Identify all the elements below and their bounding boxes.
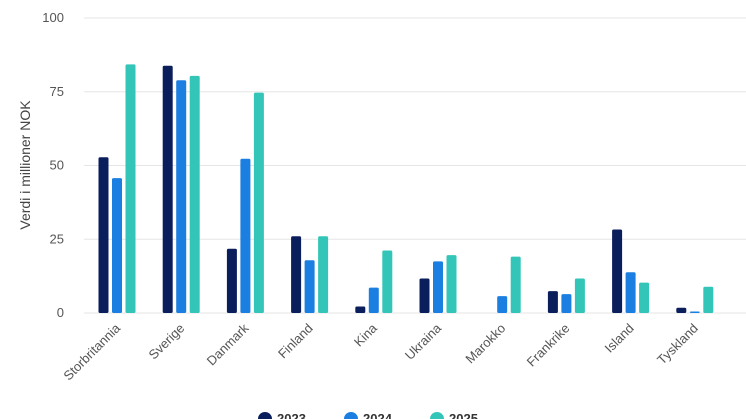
bar-2023-kina[interactable] (355, 306, 366, 313)
bar-2023-ukraina[interactable] (419, 278, 430, 313)
bar-2023-island[interactable] (612, 229, 623, 313)
bar-2025-ukraina[interactable] (446, 255, 457, 313)
bar-2023-storbritannia[interactable] (98, 157, 109, 313)
bar-2023-frankrike[interactable] (547, 291, 558, 313)
x-tick-label: Sverige (146, 321, 188, 363)
y-tick-label: 75 (50, 84, 64, 99)
x-tick-label: Kina (351, 320, 381, 350)
bar-2024-island[interactable] (625, 272, 636, 313)
y-tick-label: 50 (50, 158, 64, 173)
bar-2025-kina[interactable] (382, 250, 393, 313)
legend-label[interactable]: 2024 (363, 411, 393, 419)
legend-marker-2024[interactable] (344, 412, 358, 419)
bar-2024-sverige[interactable] (176, 80, 187, 314)
y-tick-labels: 0 25 50 75 100 (42, 10, 64, 320)
x-tick-label: Tyskland (654, 321, 701, 368)
bar-2025-finland[interactable] (318, 236, 329, 313)
bar-2023-danmark[interactable] (226, 248, 237, 313)
y-tick-label: 25 (50, 231, 64, 246)
bar-2025-sverige[interactable] (189, 75, 200, 313)
x-tick-label: Finland (275, 321, 316, 362)
bar-2024-finland[interactable] (304, 260, 315, 313)
bar-2024-marokko[interactable] (497, 296, 508, 313)
bar-2023-sverige[interactable] (162, 65, 173, 313)
legend-label[interactable]: 2023 (277, 411, 306, 419)
bar-2024-frankrike[interactable] (561, 294, 572, 313)
bar-2024-danmark[interactable] (240, 158, 251, 313)
legend-marker-2025[interactable] (430, 412, 444, 419)
x-tick-label: Frankrike (524, 321, 573, 370)
bar-2024-kina[interactable] (368, 287, 379, 313)
bar-2025-frankrike[interactable] (574, 278, 585, 313)
x-tick-labels: Storbritannia Sverige Danmark Finland Kina Uk… (60, 320, 701, 383)
y-tick-label: 100 (42, 10, 64, 25)
x-tick-label: Marokko (462, 321, 508, 367)
bar-2025-danmark[interactable] (253, 92, 264, 313)
x-tick-label: Storbritannia (60, 320, 123, 383)
bar-2025-storbritannia[interactable] (125, 64, 136, 313)
legend: 2023 2024 2025 (258, 411, 478, 419)
bar-2024-ukraina[interactable] (433, 261, 443, 313)
bar-2025-marokko[interactable] (510, 256, 521, 313)
legend-label[interactable]: 2025 (449, 411, 478, 419)
bar-2023-finland[interactable] (291, 236, 302, 313)
bar-2025-island[interactable] (639, 282, 650, 313)
x-tick-label: Island (602, 321, 637, 356)
bars (98, 64, 714, 314)
bar-2025-tyskland[interactable] (703, 286, 714, 313)
y-tick-label: 0 (57, 305, 64, 320)
y-axis-title: Verdi i millioner NOK (17, 100, 33, 230)
legend-marker-2023[interactable] (258, 412, 272, 419)
x-tick-label: Danmark (204, 320, 252, 368)
x-tick-label: Ukraina (402, 320, 445, 363)
bar-2023-tyskland[interactable] (676, 307, 687, 313)
bar-2024-storbritannia[interactable] (112, 178, 122, 313)
bar-2024-tyskland[interactable] (689, 311, 700, 313)
